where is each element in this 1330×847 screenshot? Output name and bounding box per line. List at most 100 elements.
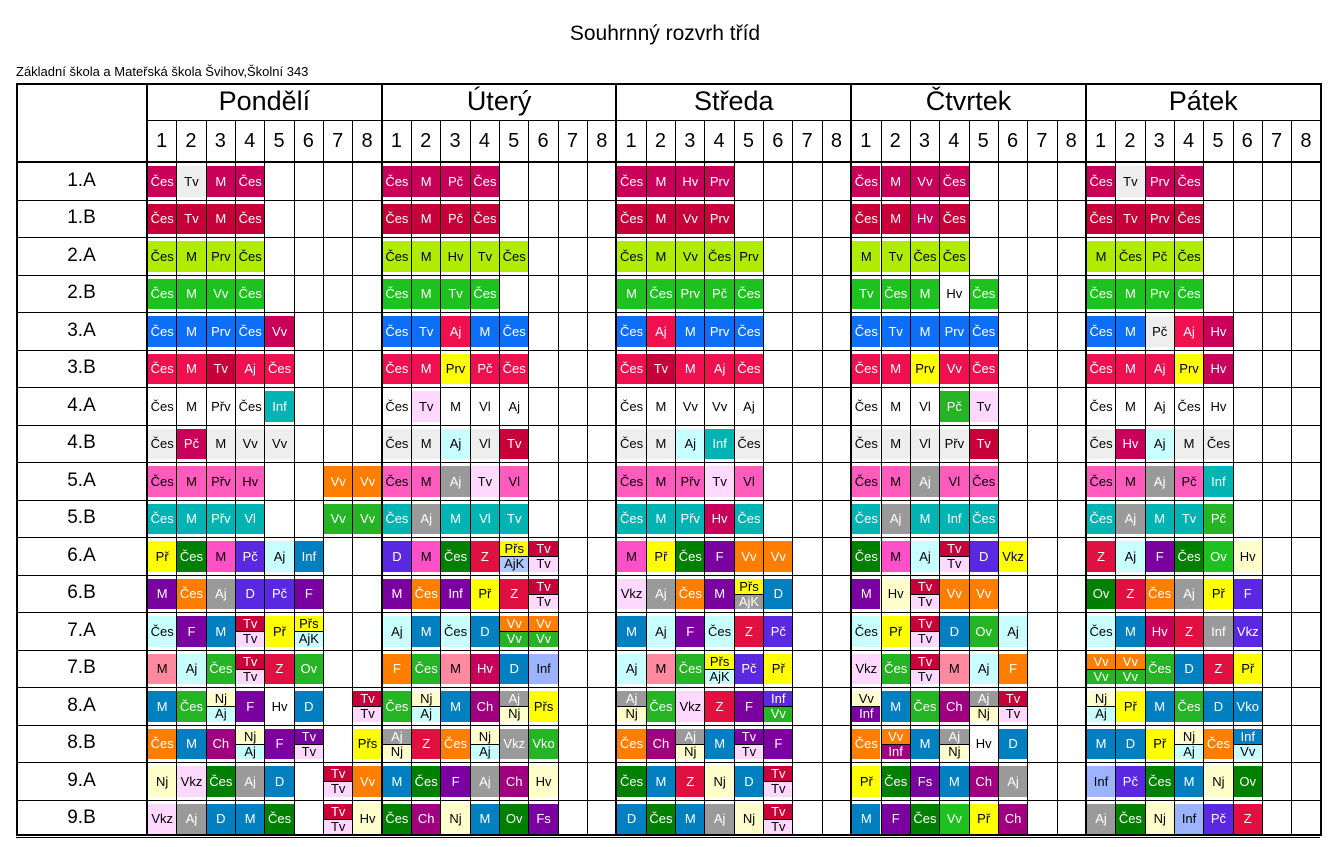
lesson-cell: Nj [1204,766,1233,797]
lesson-cell: Čes [646,803,676,834]
lesson-cell: Vv [705,391,734,422]
lesson-cell: Vko [1233,691,1262,722]
period-number: 6 [302,129,314,152]
lesson-cell: Inf [294,541,324,572]
period-number: 7 [1271,129,1283,152]
lesson-cell: Aj [177,653,206,684]
split-line [324,781,353,783]
lesson-cell: Tv [529,556,558,572]
lesson-cell: Z [705,691,734,722]
period-number: 8 [1300,129,1312,152]
lesson-cell: M [940,653,969,684]
lesson-cell: Vv [265,428,294,459]
lesson-cell: Vkz [148,803,177,834]
split-line [1233,743,1262,745]
lesson-cell: Tv [236,616,265,632]
lesson-cell: AjK [294,631,324,647]
period-divider [235,120,237,834]
lesson-cell: Ch [940,691,969,722]
lesson-cell: Přs [294,616,324,632]
lesson-cell: Inf [1086,766,1116,797]
lesson-cell: Čes [705,616,734,647]
lesson-cell: Čes [852,428,881,459]
lesson-cell: Čes [1086,353,1116,384]
lesson-cell: Čes [382,241,412,272]
lesson-cell: M [646,766,676,797]
class-label: 5.B [67,507,96,529]
lesson-cell: Tv [177,166,206,197]
lesson-cell: Pč [1204,503,1233,534]
period-number: 1 [860,129,872,152]
lesson-cell: Čes [881,278,910,309]
lesson-cell: Př [852,766,881,797]
lesson-cell: Aj [1145,466,1174,497]
lesson-cell: Aj [1086,706,1116,722]
lesson-cell: Čes [676,653,705,684]
header-bottom-border [16,161,1320,163]
lesson-cell: Hv [1204,353,1233,384]
lesson-cell: Tv [177,203,206,234]
lesson-cell: Čes [969,278,998,309]
lesson-cell: Tv [764,803,793,819]
lesson-cell: M [1116,616,1145,647]
class-label: 1.B [67,207,96,229]
lesson-cell: Aj [441,428,470,459]
lesson-cell: F [294,578,324,609]
lesson-cell: Aj [500,391,529,422]
lesson-cell: Fs [529,803,558,834]
period-number: 8 [1065,129,1077,152]
period-number: 1 [625,129,637,152]
lesson-cell: Aj [705,353,734,384]
lesson-cell: Čes [148,466,177,497]
lesson-cell: M [646,428,676,459]
lesson-cell: M [705,728,734,759]
lesson-cell: Čes [177,691,206,722]
lesson-cell: Inf [265,391,294,422]
class-label: 8.B [67,732,96,754]
row-divider [16,312,1320,313]
lesson-cell: Čes [969,503,998,534]
lesson-cell: Tv [324,781,353,797]
lesson-cell: M [676,353,705,384]
lesson-cell: Vv [1116,653,1145,669]
period-number: 7 [332,129,344,152]
lesson-cell: Hv [441,241,470,272]
split-line [294,631,324,633]
lesson-cell: M [881,428,910,459]
lesson-cell: Pč [734,653,764,684]
lesson-cell: Tv [206,353,235,384]
lesson-cell: M [1086,241,1116,272]
lesson-cell: Vv [324,503,353,534]
lesson-cell: Ov [1233,766,1262,797]
lesson-cell: Aj [646,578,676,609]
lesson-cell: Aj [470,766,500,797]
lesson-cell: Čes [910,691,940,722]
lesson-cell: M [470,803,500,834]
lesson-cell: Aj [617,653,646,684]
split-line [236,631,265,633]
lesson-cell: Čes [1174,278,1204,309]
lesson-cell: Tv [470,466,500,497]
lesson-cell: Aj [1145,353,1174,384]
lesson-cell: D [470,616,500,647]
lesson-cell: Inf [852,706,881,722]
period-number: 1 [1094,129,1107,152]
lesson-cell: Vv [1116,668,1145,684]
lesson-cell: Aj [206,706,235,722]
lesson-cell: Př [1204,578,1233,609]
split-line [852,706,881,708]
lesson-cell: Čes [382,803,412,834]
lesson-cell: Čes [852,391,881,422]
row-divider [16,574,1320,576]
lesson-cell: Př [969,803,998,834]
period-divider [1144,120,1146,834]
lesson-cell: Čes [236,203,265,234]
lesson-cell: Čes [617,316,646,347]
lesson-cell: M [1116,466,1145,497]
row-divider [16,799,1320,801]
lesson-cell: Čes [236,166,265,197]
lesson-cell: Aj [617,691,646,707]
lesson-cell: Ch [206,728,235,759]
lesson-cell: Inf [764,691,793,707]
lesson-cell: Tv [353,691,382,707]
